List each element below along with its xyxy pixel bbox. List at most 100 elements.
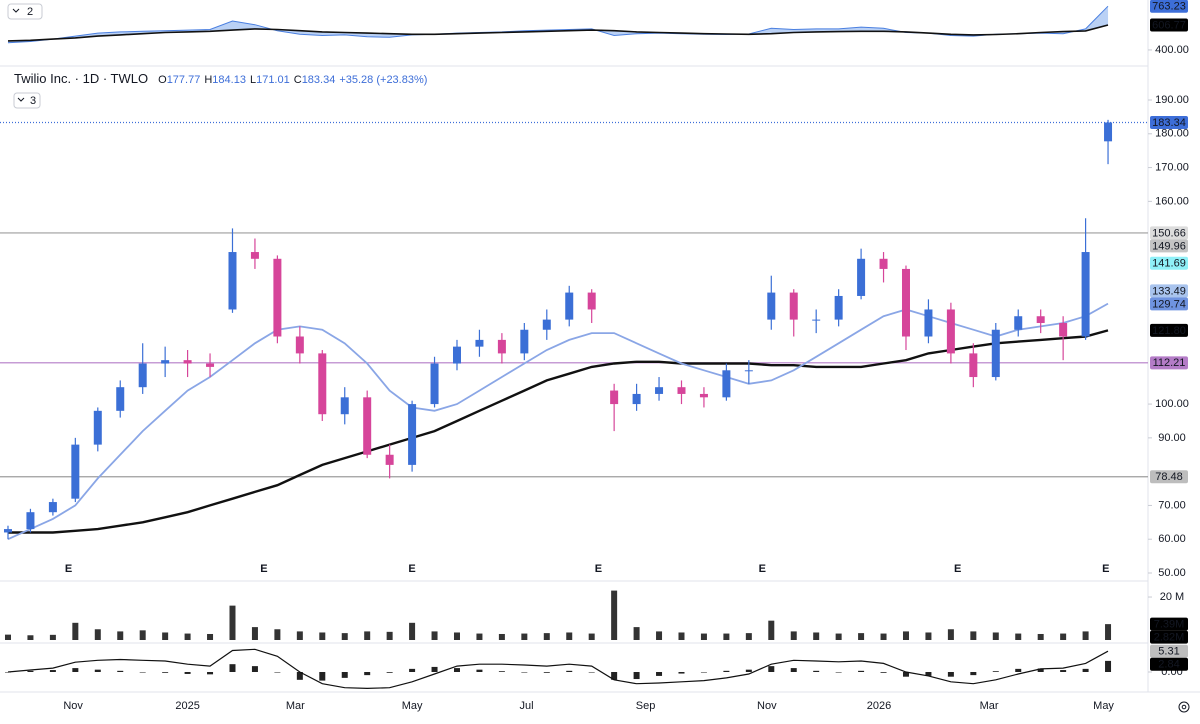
pane: 190.00 180.00 170.00 160.00 100.00 90.00 70.00… (0, 94, 1189, 579)
candle-body (273, 258, 282, 337)
macd-line (7, 648, 1109, 690)
price-label: 2.84 (1158, 659, 1179, 671)
volume-bar (296, 631, 303, 640)
histogram-bar (409, 668, 416, 672)
candle-body (1081, 252, 1090, 337)
y-tick-label: 20 M (1160, 591, 1184, 603)
y-tick-label: 400.00 (1155, 44, 1189, 56)
earnings-marker: E (260, 563, 267, 575)
chevron (17, 97, 25, 102)
histogram-bar (656, 672, 663, 676)
histogram-bar (858, 670, 865, 672)
settings-icon[interactable] (1178, 701, 1190, 713)
candle-body (565, 292, 574, 320)
price-label-box (1150, 256, 1188, 270)
x-tick-label: Mar (286, 700, 305, 712)
price-label-box (1150, 630, 1188, 644)
histogram-bar (184, 672, 191, 674)
pane: 0.005.312.84 (4, 644, 1188, 690)
volume-bar (790, 631, 797, 640)
histogram-bar (790, 668, 797, 672)
chevron (12, 8, 20, 13)
candle-body (250, 252, 259, 259)
settings-button[interactable] (1178, 701, 1190, 713)
price-label-box (1150, 0, 1188, 13)
volume-bar (970, 631, 977, 640)
histogram-bar (72, 668, 79, 672)
price-label: 606.77 (1152, 19, 1186, 31)
histogram-bar (364, 672, 371, 676)
histogram-bar (162, 672, 169, 673)
toggle-box[interactable] (13, 92, 41, 109)
volume-bar (768, 620, 775, 640)
x-tick-label: May (1093, 700, 1114, 712)
histogram-bar (521, 672, 528, 673)
earnings-marker: E (954, 563, 961, 575)
ohlc-value: 171.01 (256, 74, 290, 86)
moving-average (8, 329, 1109, 534)
candle-body (924, 309, 933, 337)
candle-body (93, 410, 102, 445)
histogram-bar (835, 672, 842, 673)
y-tick-label: 70.00 (1158, 499, 1186, 511)
candle-body (497, 339, 506, 354)
earnings-marker: E (759, 563, 766, 575)
price-label-box (1150, 226, 1188, 240)
ohlc-value: 183.34 (302, 74, 336, 86)
histogram-bar (27, 670, 34, 672)
pane-toggle[interactable]: 3 (13, 92, 41, 109)
x-tick-label: Jul (520, 700, 534, 712)
volume-bar (72, 622, 79, 640)
candle-body (677, 387, 686, 394)
candle-body (632, 393, 641, 405)
volume-bar (835, 633, 842, 640)
candle-body (789, 292, 798, 320)
histogram-bar (296, 672, 303, 680)
price-label: 5.31 (1158, 646, 1179, 658)
price-label-box (1150, 116, 1188, 130)
histogram-bar (453, 668, 460, 672)
candle-body (475, 339, 484, 347)
price-label-box (1150, 18, 1188, 32)
volume-bar (1105, 624, 1112, 640)
price-label-box (1150, 657, 1188, 671)
volume-bar (94, 629, 101, 640)
volume-bar (184, 633, 191, 640)
volume-bar (521, 633, 528, 640)
ohlc-key: O (158, 74, 167, 86)
candle-body (1059, 322, 1068, 337)
price-label-box (1150, 323, 1188, 337)
price-label: 112.21 (1153, 357, 1186, 369)
candle-body (1104, 122, 1113, 142)
price-label: 183.34 (1152, 117, 1186, 129)
y-tick-label: 190.00 (1155, 94, 1189, 106)
histogram-bar (925, 672, 932, 676)
candle-body (520, 329, 529, 354)
volume-bar (1060, 633, 1067, 640)
pane-separators (0, 0, 1200, 693)
volume-bar (656, 631, 663, 640)
volume-bar (319, 632, 326, 640)
volume-bar (117, 631, 124, 640)
histogram-bar (4, 672, 11, 673)
candle-body (812, 319, 821, 321)
candle-body (655, 387, 664, 394)
volume-bar (229, 605, 236, 640)
ohlc-key: H (204, 74, 212, 86)
price-label-box (1150, 297, 1188, 311)
price-label-box (1150, 356, 1188, 370)
volume-bar (27, 635, 34, 640)
pane-toggle[interactable]: 2 (7, 3, 43, 20)
volume-bar (476, 633, 483, 640)
histogram-bar (274, 672, 281, 673)
candle-body (161, 360, 170, 364)
toggle-box[interactable] (7, 3, 43, 20)
volume-bar (162, 632, 169, 640)
histogram-bar (431, 666, 438, 672)
volume-bar (813, 632, 820, 640)
candle-body (116, 387, 125, 411)
candle-body (699, 393, 708, 398)
symbol-legend: Twilio Inc. · 1D · TWLO O177.77 H184.13 L17… (14, 71, 427, 86)
x-tick-label: Nov (63, 700, 83, 712)
